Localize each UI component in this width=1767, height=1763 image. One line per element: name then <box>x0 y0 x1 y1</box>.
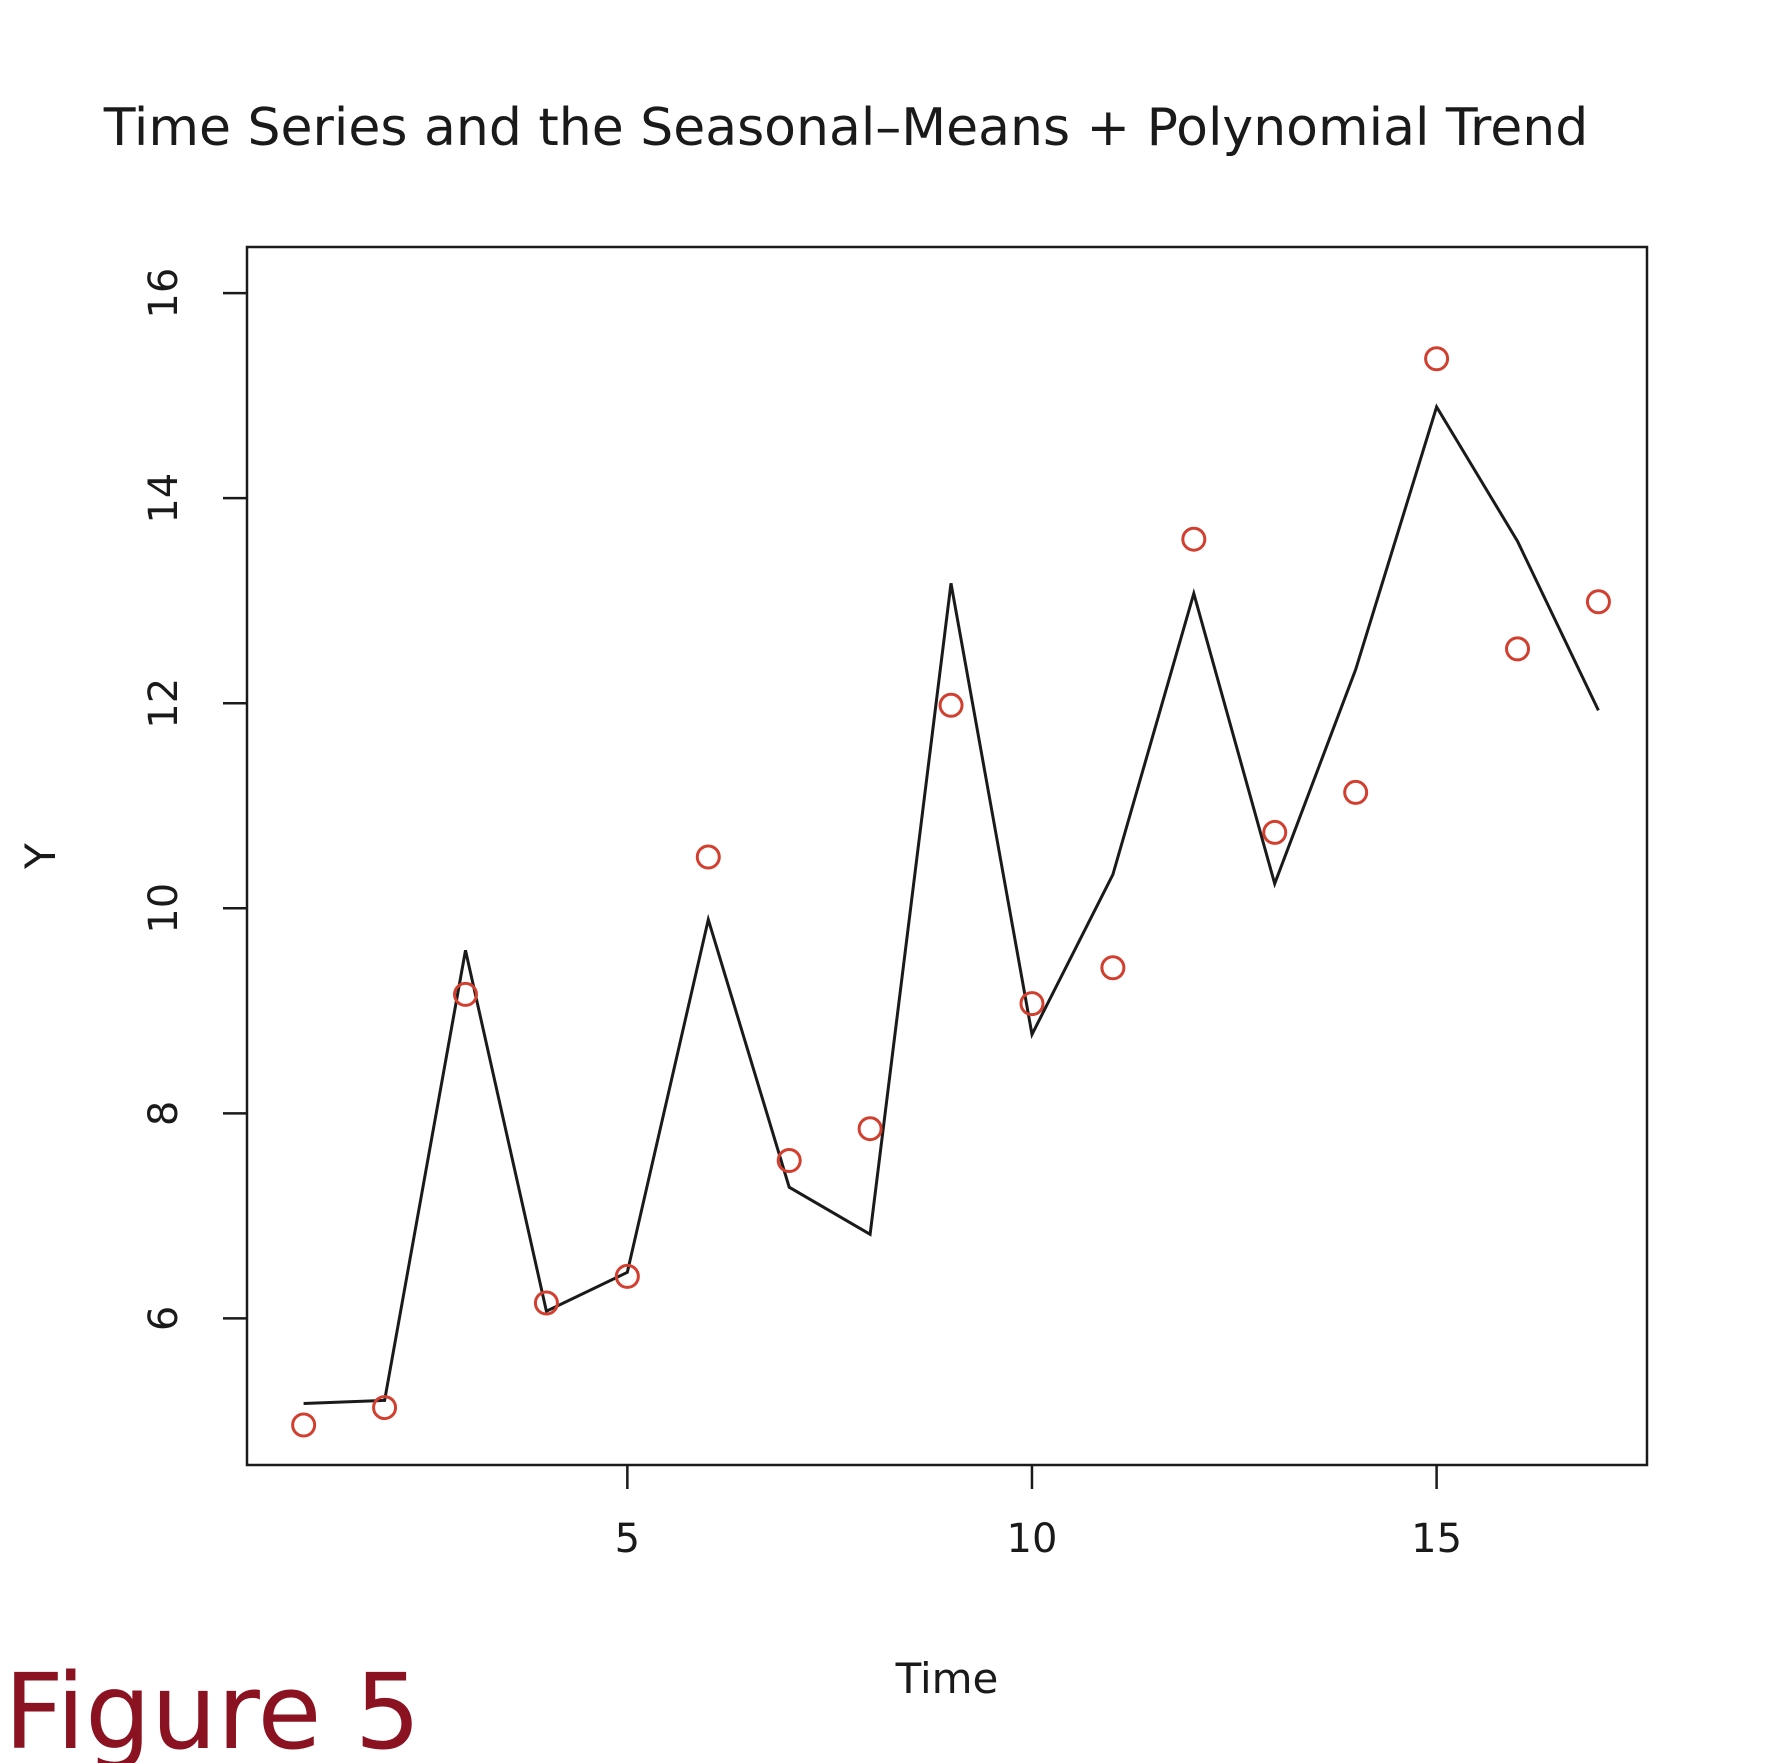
x-tick-label: 10 <box>1007 1516 1058 1562</box>
series-layer <box>291 346 1611 1438</box>
y-axis-label: Y <box>16 843 65 870</box>
data-point <box>1262 819 1288 845</box>
y-tick-label: 16 <box>141 268 187 319</box>
data-point <box>695 844 721 870</box>
data-point <box>776 1148 802 1173</box>
y-tick-label: 12 <box>141 678 187 729</box>
plot-frame <box>245 245 1649 1467</box>
y-axis: 6 8 10 12 14 16 <box>141 268 247 1331</box>
data-point <box>614 1263 640 1289</box>
data-point <box>533 1290 559 1316</box>
x-tick-label: 5 <box>615 1516 640 1562</box>
y-tick-label: 14 <box>141 473 187 524</box>
data-point <box>938 692 964 718</box>
data-point <box>1585 589 1611 615</box>
data-point <box>291 1412 317 1438</box>
x-tick-label: 15 <box>1411 1516 1462 1562</box>
y-tick-label: 10 <box>141 883 187 934</box>
data-point <box>372 1395 398 1421</box>
data-point <box>857 1116 883 1142</box>
data-point <box>1424 346 1450 372</box>
data-point <box>1100 955 1126 981</box>
figure-label: Figure 5 <box>4 1651 421 1763</box>
data-point <box>452 981 478 1007</box>
y-tick-label: 8 <box>141 1101 187 1126</box>
data-point <box>1181 526 1207 552</box>
series-line <box>303 403 1600 1405</box>
data-point <box>1343 779 1369 805</box>
x-axis-label: Time <box>895 1654 999 1703</box>
data-point <box>1019 991 1045 1017</box>
y-tick-label: 6 <box>141 1306 187 1331</box>
chart-title: Time Series and the Seasonal–Means + Pol… <box>103 98 1588 158</box>
data-point <box>1505 636 1531 662</box>
x-axis: 5 10 15 <box>615 1465 1462 1562</box>
